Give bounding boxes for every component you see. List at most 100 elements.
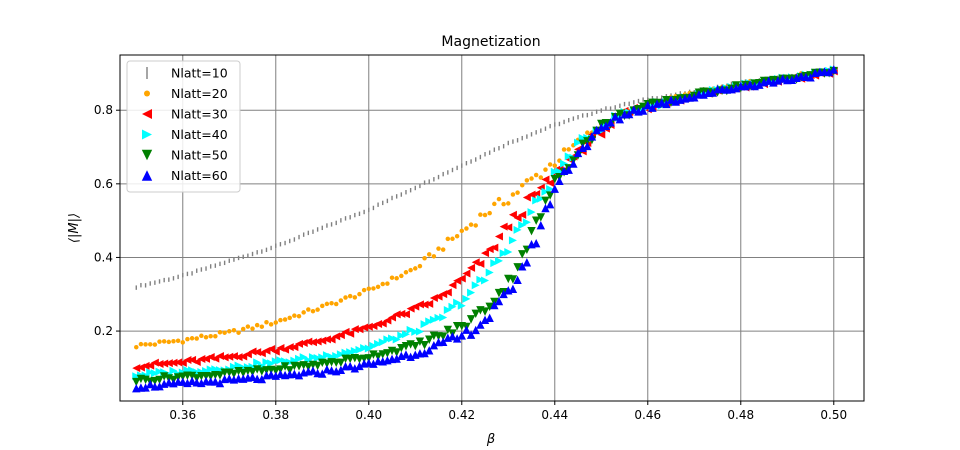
data-point <box>662 99 671 109</box>
data-point <box>508 284 518 293</box>
data-point <box>313 337 322 346</box>
data-point <box>392 310 401 319</box>
data-point <box>490 259 499 268</box>
data-point <box>522 193 531 202</box>
data-point <box>392 335 401 344</box>
data-point <box>150 369 159 378</box>
data-point <box>268 322 274 327</box>
data-point <box>513 225 522 234</box>
data-point <box>389 275 395 280</box>
data-point <box>301 310 306 315</box>
data-point <box>192 358 201 367</box>
data-point <box>245 324 251 329</box>
data-point <box>508 236 517 245</box>
data-point <box>764 76 773 85</box>
data-point <box>408 267 413 273</box>
data-point <box>146 368 155 377</box>
data-point <box>436 246 441 251</box>
legend-label: Nlatt=20 <box>171 86 228 101</box>
data-point <box>341 348 350 357</box>
data-point <box>532 196 541 205</box>
data-point <box>513 213 522 222</box>
data-point <box>452 334 462 343</box>
data-point <box>271 357 280 366</box>
data-point <box>378 319 387 328</box>
data-point <box>253 348 262 357</box>
data-point <box>531 216 541 225</box>
data-point <box>708 88 718 97</box>
data-point <box>146 361 155 370</box>
data-point <box>336 350 345 359</box>
x-tick-label: 0.40 <box>355 408 382 422</box>
data-point <box>338 298 344 303</box>
data-point <box>290 343 299 352</box>
data-point <box>175 338 181 343</box>
data-point <box>350 346 359 355</box>
data-point <box>606 118 615 127</box>
y-tick-label: 0.6 <box>94 177 113 191</box>
data-point <box>336 358 346 367</box>
data-point <box>518 210 527 219</box>
data-point <box>374 320 383 329</box>
data-point <box>518 221 527 230</box>
data-point <box>541 187 550 196</box>
data-point <box>522 258 532 267</box>
data-point <box>466 315 476 324</box>
data-point <box>824 67 834 77</box>
legend-item: Nlatt=40 <box>142 127 228 142</box>
grid <box>120 55 864 401</box>
data-point <box>422 256 427 261</box>
data-point <box>496 196 502 202</box>
data-point <box>462 325 471 334</box>
data-point <box>187 376 197 386</box>
data-point <box>438 337 448 346</box>
data-point <box>538 175 544 180</box>
data-point <box>215 371 225 380</box>
data-point <box>199 333 204 339</box>
data-point <box>466 330 476 339</box>
data-point <box>243 350 252 359</box>
data-point <box>369 359 378 368</box>
data-point <box>406 352 415 362</box>
data-point <box>211 377 220 386</box>
data-point <box>378 338 387 347</box>
data-point <box>440 247 446 252</box>
data-point <box>471 309 480 319</box>
data-point <box>388 313 397 322</box>
data-point <box>166 339 172 345</box>
data-point <box>392 354 401 363</box>
legend-item: Nlatt=10 <box>146 66 228 81</box>
data-point <box>227 329 232 334</box>
data-point <box>541 196 550 205</box>
data-point <box>347 293 353 299</box>
data-point <box>467 263 476 272</box>
data-point <box>332 352 341 361</box>
data-point <box>434 313 443 322</box>
data-point <box>426 252 432 257</box>
data-point <box>629 105 639 114</box>
data-point <box>527 227 536 236</box>
data-point <box>425 317 434 326</box>
x-axis-label: β <box>486 432 495 447</box>
data-point <box>217 329 223 335</box>
legend-label: Nlatt=50 <box>171 148 228 163</box>
data-point <box>304 337 313 346</box>
data-point <box>248 372 257 382</box>
data-point <box>350 364 360 373</box>
data-point <box>295 354 304 363</box>
data-point <box>506 201 511 206</box>
data-point <box>248 347 257 356</box>
legend-marker <box>144 90 150 97</box>
data-point <box>401 310 410 319</box>
legend-label: Nlatt=60 <box>171 168 228 183</box>
data-point <box>229 369 239 379</box>
data-point <box>529 176 534 181</box>
data-point <box>480 307 490 316</box>
data-point <box>494 232 503 241</box>
data-point <box>355 361 364 371</box>
data-point <box>545 191 555 200</box>
data-point <box>215 352 224 361</box>
data-point <box>206 365 215 374</box>
data-point <box>546 179 555 188</box>
